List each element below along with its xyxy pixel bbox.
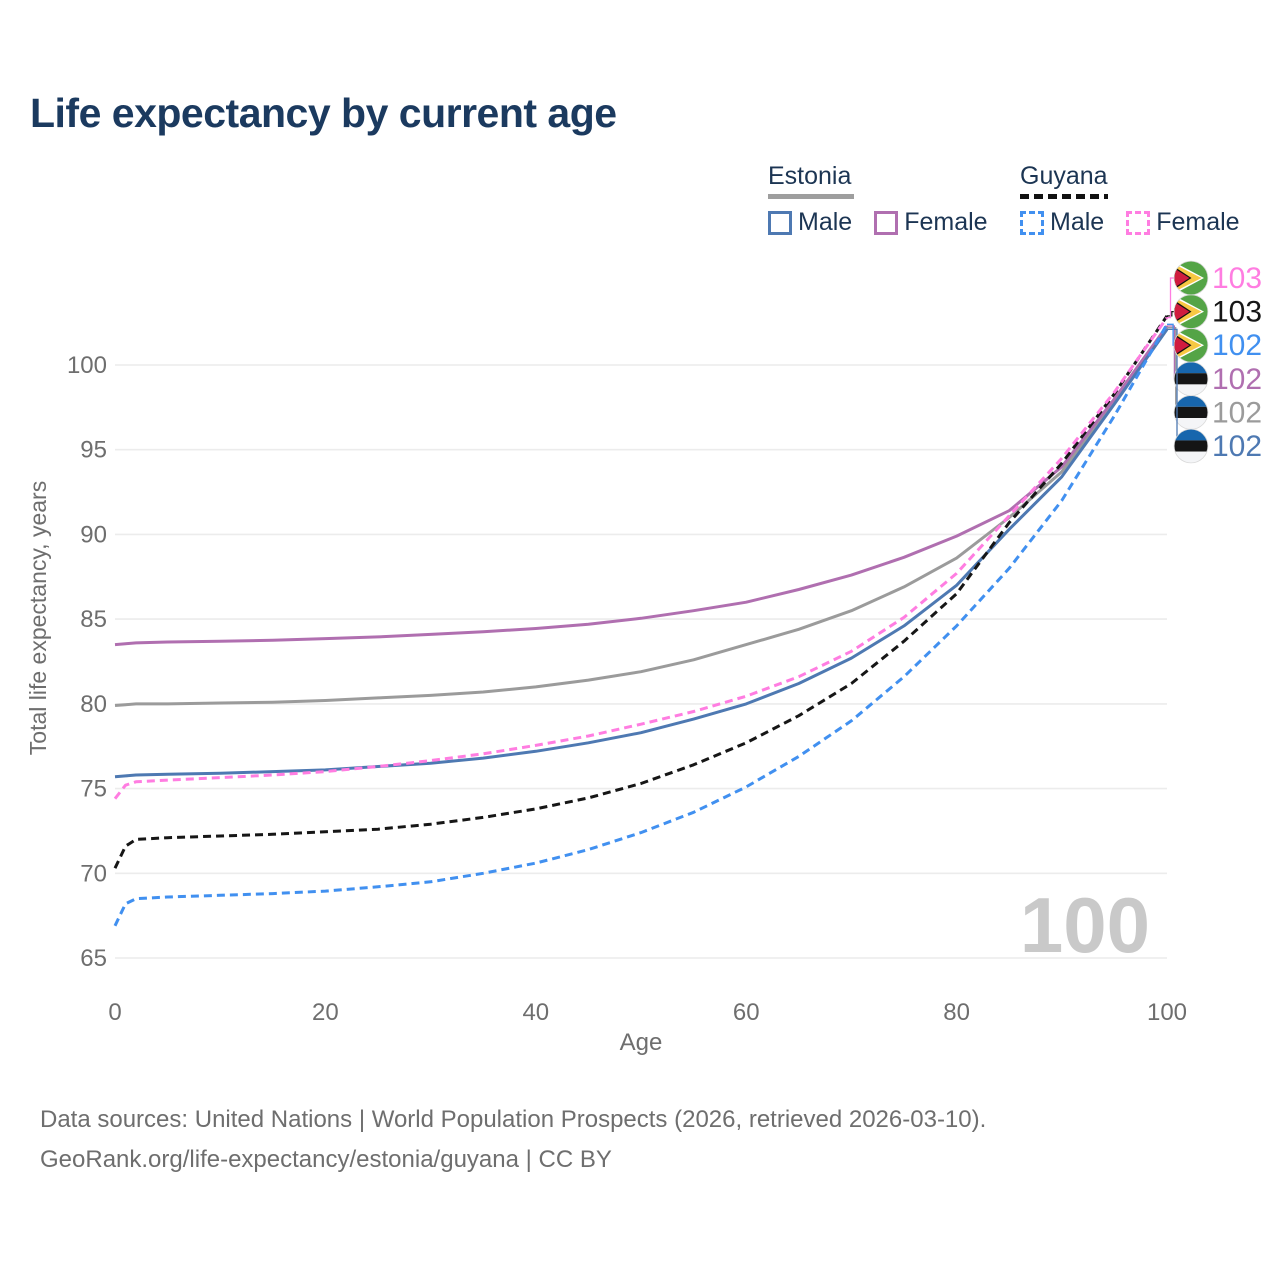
y-tick-label-75: 75 xyxy=(80,776,107,803)
guyana-line-style-sample xyxy=(1020,194,1108,199)
end-value-label-guyana_total: 103 xyxy=(1212,296,1262,329)
series-line-estonia_female xyxy=(114,325,1169,647)
x-tick-label-0: 0 xyxy=(108,999,121,1026)
x-tick-label-100: 100 xyxy=(1147,999,1187,1026)
x-axis-title: Age xyxy=(620,1029,663,1056)
legend-country-estonia-label: Estonia xyxy=(768,162,852,190)
y-tick-label-90: 90 xyxy=(80,521,107,548)
guyana-flag-icon xyxy=(1173,294,1209,329)
series-line-guyana_male xyxy=(113,323,1169,927)
legend-country-guyana-label: Guyana xyxy=(1020,162,1108,190)
age-watermark: 100 xyxy=(1020,881,1150,969)
series-line-guyana_total xyxy=(113,315,1169,869)
estonia-female-label: Female xyxy=(904,208,988,236)
page-title: Life expectancy by current age xyxy=(30,90,617,136)
estonia-flag-icon xyxy=(1173,361,1209,397)
series-line-estonia_male xyxy=(114,328,1169,779)
legend: Estonia Male Female Guyana xyxy=(768,162,1248,242)
legend-item-estonia-female[interactable]: Female xyxy=(874,208,988,237)
end-label-connector-guyana_total xyxy=(1167,310,1175,317)
x-tick-label-20: 20 xyxy=(312,999,339,1026)
y-tick-label-85: 85 xyxy=(80,606,107,633)
footer-attribution: GeoRank.org/life-expectancy/estonia/guya… xyxy=(40,1146,612,1173)
end-label-connector-guyana_female xyxy=(1167,277,1175,319)
end-value-label-guyana_male: 102 xyxy=(1212,329,1262,362)
legend-country-estonia: Estonia xyxy=(768,162,1010,199)
end-label-connector-estonia_female xyxy=(1167,325,1176,380)
legend-item-guyana-female[interactable]: Female xyxy=(1126,208,1240,237)
y-axis-title: Total life expectancy, years xyxy=(25,481,51,755)
estonia-line-style-sample xyxy=(768,194,854,199)
end-value-label-estonia_male: 102 xyxy=(1212,430,1262,463)
series-line-estonia_total xyxy=(114,326,1169,707)
estonia-male-swatch-icon xyxy=(768,210,792,235)
x-tick-label-60: 60 xyxy=(733,999,760,1026)
y-tick-label-80: 80 xyxy=(80,691,107,718)
end-value-label-guyana_female: 103 xyxy=(1212,262,1262,295)
guyana-male-swatch-icon xyxy=(1020,210,1044,235)
estonia-female-swatch-icon xyxy=(874,210,899,235)
legend-group-estonia: Estonia Male Female xyxy=(768,162,1010,237)
end-value-label-estonia_female: 102 xyxy=(1212,363,1262,396)
estonia-flag-icon xyxy=(1173,395,1209,430)
y-tick-label-95: 95 xyxy=(80,437,107,464)
y-tick-label-65: 65 xyxy=(80,945,107,972)
y-tick-label-70: 70 xyxy=(80,860,107,887)
legend-group-guyana: Guyana Male Female xyxy=(1020,162,1262,237)
legend-items-guyana: Male Female xyxy=(1020,208,1262,237)
guyana-male-label: Male xyxy=(1050,208,1105,236)
estonia-flag-icon xyxy=(1173,428,1209,464)
guyana-flag-icon xyxy=(1173,260,1209,296)
guyana-flag-icon xyxy=(1173,327,1209,363)
y-tick-label-100: 100 xyxy=(67,352,107,379)
end-value-label-estonia_total: 102 xyxy=(1212,396,1262,429)
legend-items-estonia: Male Female xyxy=(768,208,1010,237)
estonia-male-label: Male xyxy=(798,208,853,236)
guyana-female-swatch-icon xyxy=(1126,210,1151,235)
x-tick-label-80: 80 xyxy=(943,999,970,1026)
legend-item-guyana-male[interactable]: Male xyxy=(1020,208,1104,237)
series-line-guyana_female xyxy=(113,316,1169,800)
legend-country-guyana: Guyana xyxy=(1020,162,1262,199)
guyana-female-label: Female xyxy=(1156,208,1240,236)
x-tick-label-40: 40 xyxy=(522,999,549,1026)
footer-data-sources: Data sources: United Nations | World Pop… xyxy=(40,1106,987,1133)
legend-item-estonia-male[interactable]: Male xyxy=(768,208,852,237)
